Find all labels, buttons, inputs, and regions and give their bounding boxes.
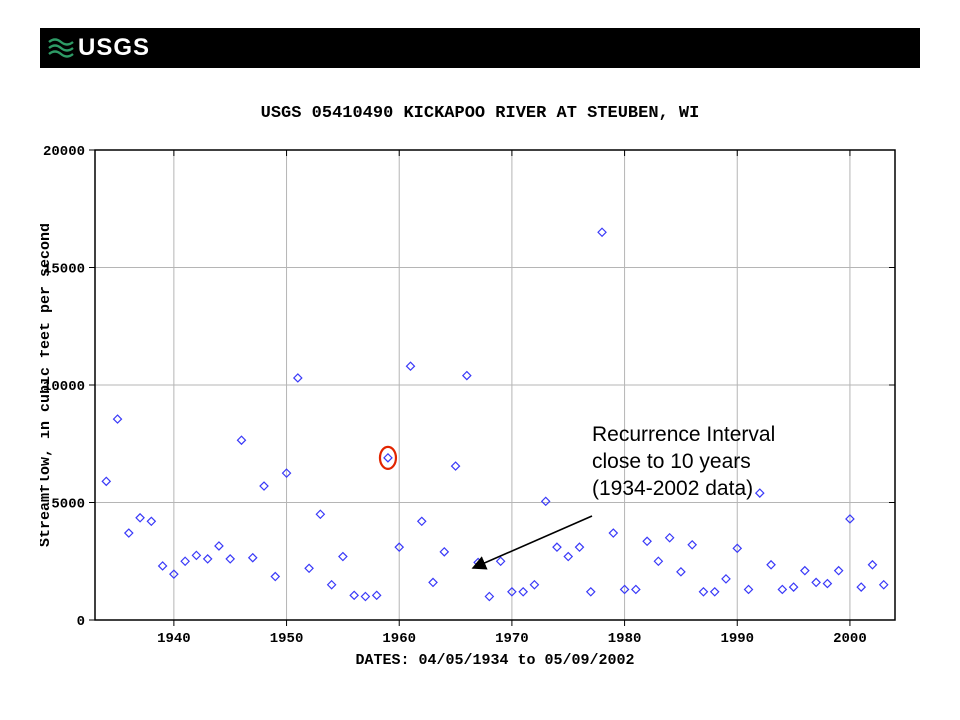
svg-text:Streamflow, in cubic feet per: Streamflow, in cubic feet per second <box>40 223 54 547</box>
svg-text:5000: 5000 <box>51 497 85 513</box>
svg-text:1970: 1970 <box>495 631 529 647</box>
svg-text:1960: 1960 <box>382 631 416 647</box>
svg-text:1990: 1990 <box>720 631 754 647</box>
streamflow-scatter-chart: 1940195019601970198019902000050001000015… <box>40 130 920 670</box>
annotation-text: Recurrence Interval close to 10 years (1… <box>592 422 775 503</box>
usgs-wave-icon <box>48 35 74 61</box>
usgs-logo: USGS <box>48 32 150 64</box>
svg-text:0: 0 <box>77 614 85 630</box>
svg-text:1950: 1950 <box>270 631 304 647</box>
usgs-logo-text: USGS <box>78 34 150 62</box>
page-root: USGS USGS 05410490 KICKAPOO RIVER AT STE… <box>0 0 960 720</box>
svg-text:1980: 1980 <box>608 631 642 647</box>
header-bar: USGS <box>40 28 920 68</box>
svg-text:20000: 20000 <box>43 144 85 160</box>
svg-text:1940: 1940 <box>157 631 191 647</box>
svg-text:2000: 2000 <box>833 631 867 647</box>
chart-container: 1940195019601970198019902000050001000015… <box>40 130 920 670</box>
svg-text:DATES: 04/05/1934 to 05/09/200: DATES: 04/05/1934 to 05/09/2002 <box>355 652 634 669</box>
chart-title: USGS 05410490 KICKAPOO RIVER AT STEUBEN,… <box>0 104 960 123</box>
